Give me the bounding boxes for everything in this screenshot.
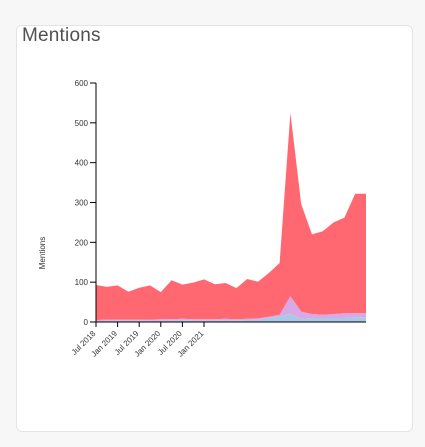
card-title: Mentions [22,25,101,46]
y-tick-label: 200 [75,238,89,247]
y-tick-label: 300 [75,199,89,208]
y-tick-label: 400 [75,159,89,168]
y-tick-label: 0 [84,318,89,327]
area-series-1 [96,314,366,322]
area-series-2 [96,296,366,322]
y-tick-label: 600 [75,79,89,88]
y-tick-label: 100 [75,278,89,287]
y-axis-title: Mentions [38,237,47,269]
area-series-3 [96,112,366,321]
area-layer [96,112,366,322]
y-tick-label: 500 [75,119,89,128]
y-axis: 0 100 200 300 400 500 600 [75,79,97,327]
